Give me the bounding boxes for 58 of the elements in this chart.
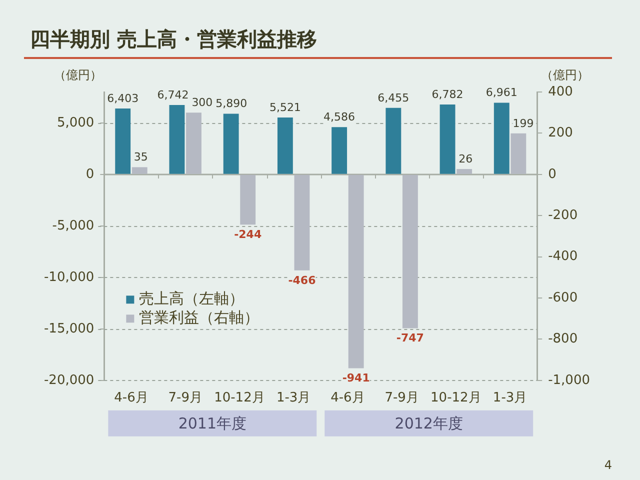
legend-label: 営業利益（右軸） bbox=[139, 308, 260, 327]
data-label: 6,961 bbox=[486, 86, 518, 100]
text: 2012年度 bbox=[394, 414, 463, 432]
data-label: 6,782 bbox=[432, 88, 464, 101]
y-tick-label: -20,000 bbox=[44, 372, 94, 388]
data-label: 4,586 bbox=[324, 110, 356, 124]
x-tick-label: 7-9月 bbox=[168, 390, 202, 406]
bar bbox=[332, 127, 348, 174]
bar bbox=[440, 104, 456, 174]
y-tick-label: -5,000 bbox=[52, 218, 94, 234]
data-label: 6,403 bbox=[107, 92, 139, 105]
y2-tick-label: -200 bbox=[548, 208, 578, 223]
data-label: 6,742 bbox=[157, 88, 189, 102]
text: 4 bbox=[604, 458, 612, 472]
bar bbox=[294, 174, 310, 270]
data-label: -747 bbox=[396, 332, 424, 345]
x-tick-label: 7-9月 bbox=[384, 390, 419, 406]
y2-tick-label: 400 bbox=[548, 84, 573, 100]
y2-tick-label: 200 bbox=[548, 126, 573, 141]
bar bbox=[132, 167, 148, 174]
y2-tick-label: -600 bbox=[548, 290, 578, 306]
bar bbox=[277, 118, 293, 174]
data-label: 35 bbox=[134, 150, 148, 164]
y2-tick-label: -1,000 bbox=[548, 372, 590, 388]
data-label: 26 bbox=[458, 152, 473, 166]
data-label: 6,455 bbox=[378, 91, 410, 104]
bar bbox=[402, 174, 418, 328]
y-tick-label: -15,000 bbox=[44, 321, 94, 336]
y-tick-label: -10,000 bbox=[44, 270, 94, 285]
x-tick-label: 10-12月 bbox=[214, 390, 265, 406]
x-tick-label: 4-6月 bbox=[330, 390, 365, 406]
y2-tick-label: -800 bbox=[548, 332, 578, 347]
x-tick-label: 4-6月 bbox=[114, 390, 148, 406]
x-tick-label: 1-3月 bbox=[492, 390, 528, 406]
legend-label: 売上高（左軸） bbox=[139, 290, 244, 308]
x-tick-label: 10-12月 bbox=[430, 390, 482, 406]
data-label: 300 bbox=[192, 96, 213, 109]
text: 2011年度 bbox=[178, 414, 246, 432]
data-label: -244 bbox=[234, 228, 262, 242]
y-axis-title: （億円） bbox=[54, 68, 102, 82]
y2-tick-label: -400 bbox=[548, 249, 578, 264]
bar bbox=[115, 108, 131, 174]
data-label: -466 bbox=[288, 274, 316, 287]
x-tick-label: 1-3月 bbox=[276, 390, 311, 406]
y-tick-label: 5,000 bbox=[56, 115, 94, 130]
bar bbox=[348, 174, 364, 368]
bar bbox=[240, 174, 256, 225]
y2-axis-title: （億円） bbox=[541, 68, 590, 82]
data-label: 5,890 bbox=[216, 97, 248, 110]
y-tick-label: 0 bbox=[86, 166, 94, 182]
bar bbox=[386, 108, 402, 174]
data-label: 199 bbox=[512, 116, 534, 130]
y2-tick-label: 0 bbox=[548, 166, 556, 182]
bar bbox=[456, 169, 472, 174]
chart-title: 四半期別 売上高・営業利益推移 bbox=[30, 27, 317, 51]
data-label: 5,521 bbox=[269, 100, 301, 114]
bar bbox=[223, 114, 239, 174]
data-label: -941 bbox=[342, 372, 370, 385]
